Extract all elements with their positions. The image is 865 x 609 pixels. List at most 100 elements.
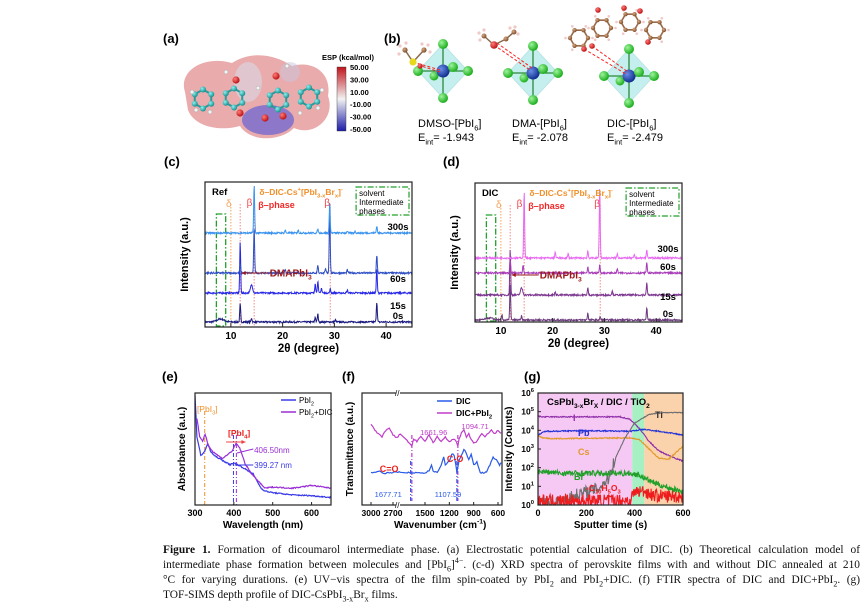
x-tick-label: 600 — [491, 508, 505, 518]
caption-line: TOF-SIMS depth profile of DIC-CsPbI3-xBr… — [163, 588, 860, 603]
text-run: Br — [325, 187, 335, 197]
pbi4-annotation: [PbI4] — [228, 428, 250, 441]
hydrogen-atom — [635, 32, 639, 35]
oxygen-atom — [490, 41, 498, 49]
interaction-line — [417, 64, 441, 73]
caption-text: Figure 1. — [163, 544, 211, 556]
y-tick-label: 106​ — [521, 388, 534, 398]
panel-e: (e)PbI2​PbI2+DIC[PbI3][PbI4]406.50nm399.… — [162, 369, 333, 531]
x-axis-label: 2θ (degree) — [548, 338, 609, 350]
hydrogen-atom — [660, 40, 664, 43]
xrd-curve-60s — [475, 259, 682, 276]
plot-frame — [474, 182, 683, 323]
carbon-atom — [200, 105, 206, 112]
tof-sims-curve — [538, 435, 683, 461]
carbon-atom — [297, 89, 304, 96]
panel-label: (g) — [524, 369, 541, 384]
supscript: 0 — [531, 500, 534, 506]
hydrogen-atom — [642, 20, 645, 24]
text-run: Wavenumber (cm — [394, 520, 477, 531]
text-run: [PbI — [301, 187, 317, 197]
carbon-atom — [266, 101, 273, 108]
oxygen-atom — [581, 46, 587, 52]
colorbar-tick-label: -50.00 — [350, 125, 371, 134]
text-run: DMA-[PbI — [512, 118, 560, 130]
subscript: X — [594, 403, 599, 410]
pbi3-annotation: [PbI3] — [197, 404, 218, 417]
carbon-atom — [585, 35, 591, 41]
interaction-line — [583, 48, 627, 75]
x-axis-label: 2θ (degree) — [278, 343, 339, 355]
lead-atom — [622, 69, 636, 83]
dmso-molecule — [397, 41, 441, 73]
y-axis-label: Intensity (a.u.) — [449, 215, 461, 290]
text-run: 10 — [521, 444, 531, 454]
carbon-atom — [222, 90, 229, 97]
caption-text: . (c-d) XRD spectra of perovskite films … — [463, 559, 860, 571]
figure-caption: Figure 1. Formation of dicoumarol interm… — [163, 543, 860, 603]
text-run: +DIC — [314, 408, 333, 417]
panel-label: (f) — [342, 369, 355, 384]
hydrogen-atom — [315, 105, 321, 111]
carbon-atom — [231, 104, 237, 111]
axis-break-icon: // — [395, 501, 400, 510]
panel-label-a: (a) — [163, 31, 179, 46]
carbon-atom — [595, 18, 600, 23]
solvent-legend-text: phases — [359, 207, 385, 216]
legend-label: PbI2+DIC — [299, 408, 333, 419]
text-run: ] — [215, 404, 217, 414]
text-run: = -2.479 — [622, 132, 663, 144]
molecule-ring — [620, 13, 640, 31]
layer-region — [538, 393, 633, 505]
caption-text: and PbI — [553, 574, 600, 586]
arrow-head-icon — [511, 273, 516, 277]
panel-label-b: (b) — [384, 31, 401, 46]
carbon-atom — [283, 101, 290, 108]
solvent-region-box — [215, 213, 227, 327]
carbon-atom — [191, 100, 198, 107]
x-tick-label: 2700 — [384, 508, 403, 518]
iodine-atom — [519, 73, 529, 83]
caption-text: intermediate phase formation between mol… — [163, 559, 448, 571]
ftir-curve — [370, 448, 502, 475]
caption-text: °C for varying durations. (e) UV−vis spe… — [163, 574, 550, 586]
text-run: PbI — [299, 408, 311, 417]
hydrogen-atom — [193, 107, 199, 113]
delta-phase-annotation: δ–DIC-Cs+[PbI3-xBrx]-​ — [529, 188, 613, 201]
subscript: 5 — [608, 490, 612, 496]
series-label: Pb — [578, 428, 590, 438]
x-tick-label: 900 — [467, 508, 481, 518]
tof-sims-curve — [538, 414, 683, 463]
esp-neutral-region — [280, 62, 300, 82]
beta-phase-annotation: β–phase — [528, 201, 565, 211]
arrow-head-icon — [241, 271, 246, 275]
carbon-atom — [266, 92, 273, 99]
text-run: δ–DIC-Cs — [259, 187, 297, 197]
peak-label: 1107.59 — [435, 490, 462, 499]
hydrogen-atom — [478, 38, 482, 42]
callout-line — [236, 448, 254, 454]
text-run: 10 — [521, 481, 531, 491]
carbon-atom — [297, 98, 304, 105]
peak-label-dic: 406.50nm — [254, 446, 290, 455]
subscript: 3-x — [574, 403, 584, 410]
supscript: + — [568, 188, 572, 194]
hydrogen-atom — [593, 38, 597, 41]
plot-frame — [204, 181, 413, 328]
xrd-curve-0s — [205, 302, 412, 325]
series-label: 15s — [390, 301, 406, 312]
caption-line: intermediate phase formation between mol… — [163, 557, 860, 573]
hydrogen-atom — [640, 28, 643, 32]
iodine-atom — [649, 71, 659, 81]
y-tick-label: 102​ — [521, 463, 534, 473]
series-label: 300s — [657, 244, 678, 255]
hydrogen-atom — [319, 87, 325, 93]
y-axis-label: Transmittance (a.u.) — [345, 402, 356, 496]
beta-marker-label: β — [324, 198, 330, 209]
hydrogen-atom — [621, 32, 625, 35]
axis-break — [396, 502, 400, 508]
iodine-atom — [463, 66, 473, 76]
solvent-region-box — [485, 214, 497, 322]
interaction-energy: Eint= -2.479 — [607, 132, 663, 146]
y-axis-label: Absorbance (a.u.) — [177, 407, 188, 491]
